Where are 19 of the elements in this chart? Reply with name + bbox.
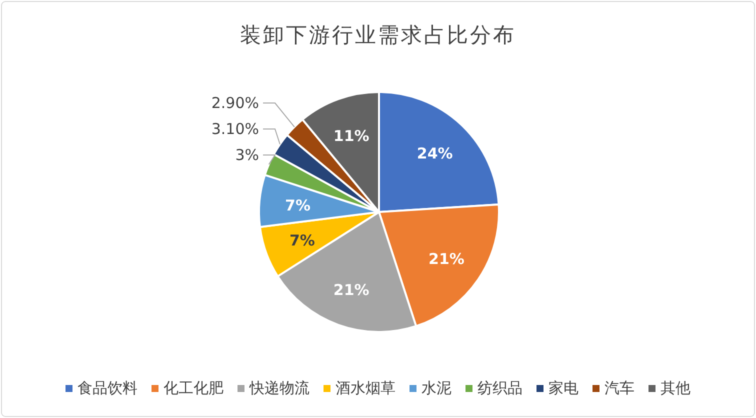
- data-label: 3%: [235, 146, 259, 164]
- data-label: 2.90%: [211, 94, 259, 112]
- legend-label: 家电: [548, 379, 578, 397]
- data-label: 11%: [333, 127, 370, 146]
- data-label: 7%: [285, 196, 310, 214]
- legend-label: 快递物流: [248, 379, 310, 397]
- legend-label: 其他: [660, 379, 690, 397]
- legend-label: 纺织品: [478, 379, 522, 397]
- legend-label: 水泥: [422, 379, 452, 397]
- data-label: 24%: [416, 144, 453, 163]
- data-label: 21%: [428, 250, 464, 268]
- legend-label: 汽车: [604, 379, 634, 397]
- legend-label: 酒水烟草: [336, 379, 396, 397]
- legend-label: 化工化肥: [164, 379, 224, 397]
- data-label: 3.10%: [211, 120, 259, 138]
- chart-title: 装卸下游行业需求占比分布: [240, 23, 516, 47]
- legend-label: 食品饮料: [78, 379, 138, 397]
- data-label: 7%: [289, 232, 315, 250]
- data-label: 21%: [333, 280, 370, 299]
